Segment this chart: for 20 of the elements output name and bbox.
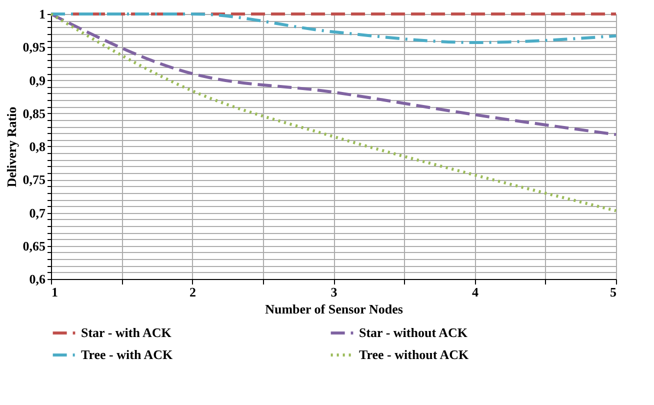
x-tick-label: 5 bbox=[610, 284, 617, 300]
x-tick-label: 1 bbox=[52, 284, 58, 300]
y-tick-label: 0,75 bbox=[22, 172, 46, 188]
y-tick-label: 0,6 bbox=[29, 272, 46, 286]
y-tick-label: 0,85 bbox=[22, 106, 46, 121]
x-axis-title: Number of Sensor Nodes bbox=[265, 302, 403, 316]
y-tick-label: 1 bbox=[39, 6, 46, 22]
legend-label: Tree - without ACK bbox=[359, 347, 470, 362]
y-axis-title: Delivery Ratio bbox=[4, 106, 19, 188]
legend-label: Star - without ACK bbox=[359, 325, 468, 340]
y-tick-label: 0,95 bbox=[22, 40, 46, 55]
y-tick-label: 0,7 bbox=[29, 205, 46, 220]
y-tick-label: 0,8 bbox=[29, 139, 46, 154]
x-tick-label: 2 bbox=[190, 284, 196, 300]
x-tick-label: 4 bbox=[472, 284, 479, 300]
x-tick-label: 3 bbox=[330, 284, 338, 300]
y-tick-label: 0,65 bbox=[22, 238, 46, 254]
legend-label: Tree - with ACK bbox=[81, 347, 174, 362]
y-tick-label: 0,9 bbox=[29, 72, 46, 88]
legend-label: Star - with ACK bbox=[81, 325, 172, 340]
